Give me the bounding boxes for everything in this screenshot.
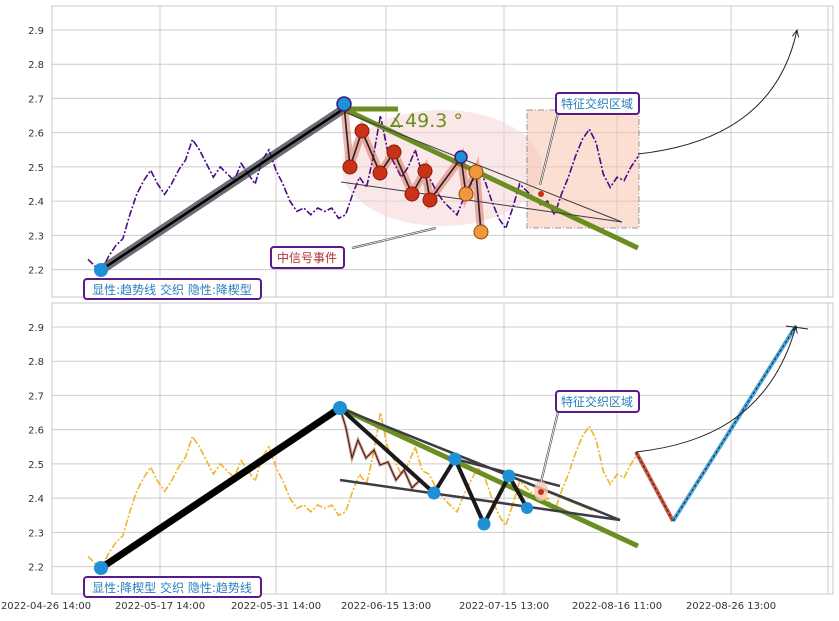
zone-label-box-bottom	[555, 390, 640, 413]
y-tick-label: 2.3	[28, 231, 44, 242]
top-pattern-label-box	[83, 278, 262, 300]
bottom-pivot	[521, 502, 533, 514]
top-wedge-lower	[340, 181, 623, 223]
bottom-pattern-label: 显性:降楔型 交织 隐性:趋势线	[92, 580, 252, 595]
angle-label: ∡49.3 °	[388, 110, 463, 132]
feature-zone	[526, 109, 640, 229]
bottom-red-segment	[339, 407, 435, 494]
wave-marker	[473, 224, 489, 240]
bottom-panel: 2.2 2.3 2.4 2.5 2.6 2.7 2.8 2.9 2022-04-26 14:0…	[1, 302, 834, 612]
y-tick-label: 2.9	[28, 26, 44, 37]
y-tick-label: 2.6	[28, 129, 44, 140]
bottom-pattern-label-box	[83, 576, 262, 598]
wave-marker	[404, 186, 420, 202]
wave-marker	[468, 164, 484, 180]
x-tick-label: 2022-07-15 13:00	[459, 601, 549, 612]
top-high-pivot	[336, 96, 352, 112]
top-panel: 2.2 2.3 2.4 2.5 2.6 2.7 2.8 2.9	[28, 5, 834, 300]
bottom-zone-pointer-inner	[540, 411, 559, 483]
x-tick-label: 2022-05-31 14:00	[231, 601, 321, 612]
x-axis: 2022-04-26 14:00 2022-05-17 14:00 2022-05-…	[1, 601, 776, 612]
top-projection-arrow	[637, 30, 797, 155]
y-tick-label: 2.5	[28, 460, 44, 471]
projection-up	[672, 325, 797, 522]
bottom-pivot	[477, 517, 491, 531]
event-label-box	[270, 246, 345, 269]
top-trend-line-core	[100, 108, 343, 272]
y-tick-label: 2.4	[28, 197, 44, 208]
zone-label-bottom: 特征交织区域	[561, 394, 633, 409]
bottom-pivot	[502, 469, 516, 483]
bottom-pivot	[427, 486, 441, 500]
top-wedge-upper	[343, 111, 623, 223]
wave-marker	[372, 165, 388, 181]
bottom-wedge-lower	[339, 478, 621, 522]
bottom-price-line	[87, 412, 639, 568]
top-wave-markers	[342, 123, 489, 240]
bottom-wedge-upper	[339, 406, 621, 522]
top-low-pivot	[94, 263, 108, 277]
x-tick-label: 2022-08-16 11:00	[572, 601, 662, 612]
x-tick-label: 2022-08-26 13:00	[686, 601, 776, 612]
y-tick-label: 2.6	[28, 426, 44, 437]
y-tick-label: 2.8	[28, 357, 44, 368]
wave-marker	[422, 192, 438, 208]
x-tick-label: 2022-04-26 14:00	[1, 601, 91, 612]
y-tick-label: 2.7	[28, 391, 44, 402]
y-tick-label: 2.2	[28, 266, 44, 277]
y-tick-label: 2.4	[28, 494, 44, 505]
bottom-projection-arrow	[635, 326, 796, 453]
bottom-y-axis: 2.2 2.3 2.4 2.5 2.6 2.7 2.8 2.9	[28, 323, 44, 574]
zone-label-top: 特征交织区域	[561, 96, 633, 111]
x-tick-label: 2022-06-15 13:00	[341, 601, 431, 612]
y-tick-label: 2.8	[28, 60, 44, 71]
event-label: 中信号事件	[277, 250, 337, 265]
bottom-low-pivot	[94, 561, 108, 575]
zone-dot	[538, 191, 544, 197]
wave-marker	[417, 163, 433, 179]
y-tick-label: 2.5	[28, 163, 44, 174]
wave-marker	[354, 123, 370, 139]
top-second-pivot	[454, 150, 468, 164]
y-tick-label: 2.7	[28, 94, 44, 105]
top-y-axis: 2.2 2.3 2.4 2.5 2.6 2.7 2.8 2.9	[28, 26, 44, 277]
projection-down	[635, 451, 674, 522]
y-tick-label: 2.3	[28, 528, 44, 539]
signal-ellipse	[342, 110, 542, 226]
top-pattern-label: 显性:趋势线 交织 隐性:降楔型	[92, 282, 252, 297]
bottom-green-slope	[338, 405, 640, 549]
bottom-high-pivot	[333, 401, 347, 415]
top-price-line	[87, 115, 639, 271]
zone-label-box-top	[555, 92, 640, 115]
bottom-pivot	[448, 452, 462, 466]
x-tick-label: 2022-05-17 14:00	[115, 601, 205, 612]
top-green-slope	[342, 106, 640, 251]
bottom-trend-line	[99, 405, 342, 571]
bottom-zone-dot	[538, 489, 544, 495]
y-tick-label: 2.9	[28, 323, 44, 334]
zone-pointer-inner	[539, 112, 559, 186]
wave-marker	[386, 144, 402, 160]
event-pointer-inner	[351, 227, 437, 249]
wave-marker	[342, 159, 358, 175]
wave-marker	[458, 186, 474, 202]
y-tick-label: 2.2	[28, 563, 44, 574]
